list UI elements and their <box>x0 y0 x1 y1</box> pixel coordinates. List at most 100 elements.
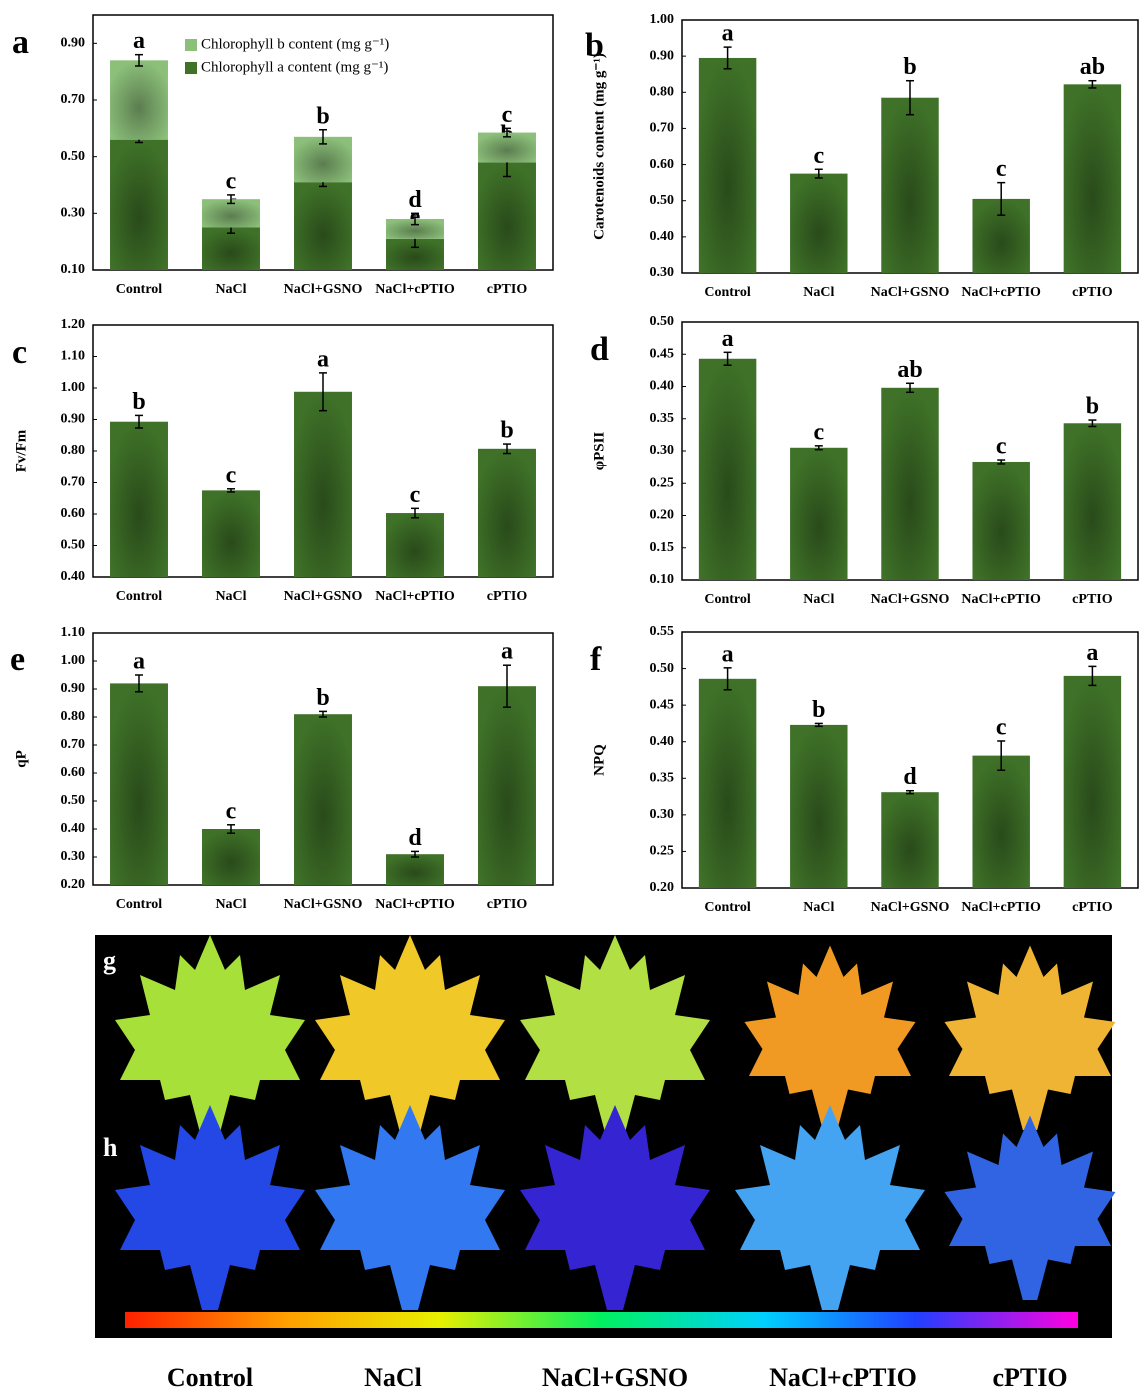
y-tick-label: 0.90 <box>650 48 675 63</box>
significance-letter: c <box>502 102 513 128</box>
x-tick-label: NaCl <box>215 282 246 297</box>
y-tick-label: 0.80 <box>650 85 675 100</box>
y-tick-label: 0.70 <box>61 92 86 107</box>
significance-letter: a <box>722 326 734 352</box>
significance-letter: c <box>226 462 237 488</box>
significance-letter: b <box>316 103 329 129</box>
bar-shade <box>972 756 1029 888</box>
y-axis-title: Carotenoids content (mg g⁻¹) <box>591 53 607 240</box>
y-tick-label: 0.90 <box>61 36 86 51</box>
bar-shade <box>881 98 938 273</box>
x-tick-label: Control <box>116 589 163 604</box>
y-tick-label: 0.20 <box>650 508 675 523</box>
figure: a 0.10 0.30 0.50 0.70 0.90 Control NaCl NaCl+GSN… <box>0 0 1140 1394</box>
bar-shade <box>110 683 168 885</box>
y-tick-label: 0.40 <box>650 229 675 244</box>
y-tick-label: 0.30 <box>61 849 86 864</box>
x-tick-label: NaCl <box>803 592 834 607</box>
significance-letter: c <box>996 714 1007 740</box>
significance-letter: c <box>813 419 824 445</box>
y-tick-label: 1.20 <box>61 317 86 332</box>
y-tick-label: 0.20 <box>650 880 675 895</box>
y-axis-title: Fv/Fm <box>13 429 29 472</box>
bar-shade <box>1064 84 1121 273</box>
y-tick-label: 0.50 <box>61 793 86 808</box>
x-tick-label: NaCl <box>803 900 834 915</box>
bar-shade <box>699 679 756 888</box>
y-tick-label: 0.40 <box>650 379 675 394</box>
bar-shade <box>294 714 352 885</box>
significance-letter: b <box>132 389 145 415</box>
panel-letter: g <box>103 946 116 975</box>
y-tick-label: 0.40 <box>61 821 86 836</box>
significance-letter: ab <box>897 357 922 383</box>
image-label: NaCl+GSNO <box>542 1363 688 1392</box>
bar-shade <box>790 174 847 273</box>
panel-letter: e <box>10 641 25 678</box>
y-tick-label: 1.00 <box>61 653 86 668</box>
significance-letter: b <box>1086 394 1099 420</box>
significance-letter: a <box>133 649 145 675</box>
x-tick-label: NaCl+GSNO <box>284 282 363 297</box>
scale-min: 0 <box>103 1303 116 1332</box>
y-tick-label: 0.70 <box>61 737 86 752</box>
x-tick-label: cPTIO <box>1072 900 1113 915</box>
y-tick-label: 0.35 <box>650 411 675 426</box>
legend-swatch <box>185 62 197 74</box>
significance-letter: c <box>410 482 421 508</box>
y-tick-label: 0.30 <box>650 443 675 458</box>
significance-letter: a <box>722 641 734 667</box>
bar-shade <box>881 388 938 580</box>
x-tick-label: NaCl <box>803 285 834 300</box>
significance-letter: b <box>500 418 513 444</box>
bar-shade <box>202 490 260 577</box>
bar-shade <box>1064 423 1121 580</box>
significance-letter: c <box>996 156 1007 182</box>
x-tick-label: Control <box>704 592 751 607</box>
y-tick-label: 0.25 <box>650 844 675 859</box>
bar-shade <box>699 359 756 580</box>
y-tick-label: 0.40 <box>650 734 675 749</box>
y-tick-label: 0.20 <box>61 877 86 892</box>
y-tick-label: 0.50 <box>650 193 675 208</box>
y-tick-label: 0.25 <box>650 475 675 490</box>
bar-shade <box>110 422 168 577</box>
y-tick-label: 0.55 <box>650 624 675 639</box>
y-tick-label: 1.00 <box>61 380 86 395</box>
y-tick-label: 0.60 <box>61 506 86 521</box>
bar-shade <box>790 448 847 580</box>
y-tick-label: 0.30 <box>61 206 86 221</box>
x-tick-label: NaCl+cPTIO <box>961 592 1041 607</box>
bar-shade <box>478 162 536 270</box>
y-tick-label: 0.30 <box>650 265 675 280</box>
significance-letter: b <box>812 697 825 723</box>
y-tick-label: 0.45 <box>650 697 675 712</box>
y-tick-label: 0.50 <box>650 314 675 329</box>
scale-max: 1 <box>1088 1303 1101 1332</box>
y-tick-label: 0.80 <box>61 443 86 458</box>
y-tick-label: 0.70 <box>650 121 675 136</box>
y-axis-title: qP <box>13 750 29 768</box>
bar-shade <box>478 449 536 577</box>
x-tick-label: NaCl <box>215 589 246 604</box>
bar-shade <box>1064 676 1121 888</box>
bar-shade <box>699 58 756 273</box>
x-tick-label: NaCl+GSNO <box>871 900 950 915</box>
y-tick-label: 0.15 <box>650 540 675 555</box>
y-tick-label: 0.90 <box>61 681 86 696</box>
x-tick-label: cPTIO <box>1072 592 1113 607</box>
bar-shade <box>790 725 847 888</box>
x-tick-label: NaCl+GSNO <box>871 285 950 300</box>
x-tick-label: Control <box>704 900 751 915</box>
x-tick-label: cPTIO <box>487 589 528 604</box>
y-tick-label: 0.10 <box>650 572 675 587</box>
y-tick-label: 1.10 <box>61 625 86 640</box>
significance-letter: a <box>1086 640 1098 666</box>
significance-letter: b <box>316 685 329 711</box>
x-tick-label: Control <box>116 282 163 297</box>
y-axis-title: φPSII <box>591 432 607 471</box>
bar-shade <box>386 513 444 577</box>
color-scale <box>125 1312 1078 1328</box>
significance-letter: a <box>722 21 734 47</box>
x-tick-label: NaCl+GSNO <box>871 592 950 607</box>
